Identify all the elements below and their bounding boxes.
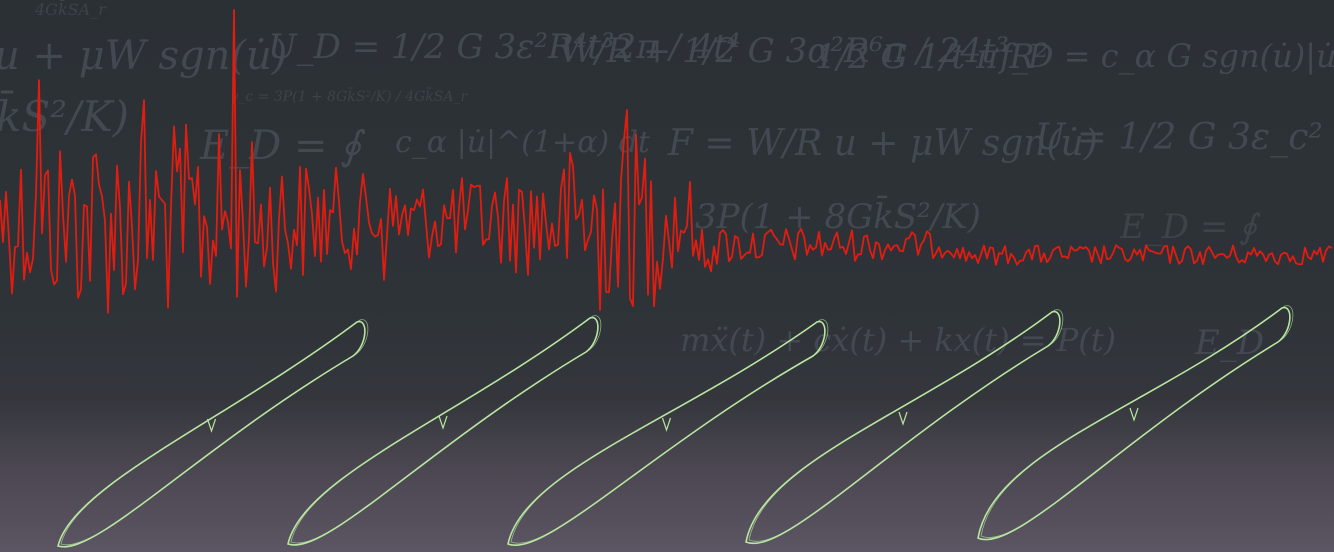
equation-text: 1/2 G 1/t π R² bbox=[815, 37, 1049, 77]
loop-notch bbox=[898, 411, 908, 426]
equation-text: u + μW sgn(u̇) bbox=[0, 33, 288, 79]
loop-notch bbox=[1129, 407, 1139, 422]
equation-text: E_D = ∮ bbox=[200, 123, 362, 169]
equation-text: mẍ(t) + cẋ(t) + kx(t) = P(t) bbox=[680, 321, 1117, 359]
seismic-signal-waveform bbox=[0, 9, 1333, 314]
equation-text: U = 1/2 G 3ε_c² R⁴t bbox=[1035, 117, 1334, 158]
hysteresis-loop bbox=[745, 311, 1061, 545]
equation-text: E_D = ∮ bbox=[1120, 207, 1257, 247]
equation-text: W/R + 1/2 G 3α²R⁶π / 24t³ bbox=[560, 31, 1010, 71]
hysteresis-loop-inner bbox=[290, 315, 602, 544]
hysteresis-loop bbox=[287, 317, 599, 546]
loop-notch bbox=[661, 417, 672, 432]
equation-text: U_D = 1/2 G 3ε²R⁴t³2π / 4t⁴ bbox=[268, 27, 741, 67]
hysteresis-loop bbox=[507, 321, 826, 546]
equation-text: 3P(1 + 8Gk̄S²/K) bbox=[695, 197, 981, 237]
equation-text: γ_c = 3P(1 + 8Gk̄S²/K) / 4Gk̄SA_r bbox=[230, 89, 468, 105]
loop-notch bbox=[438, 415, 448, 430]
hysteresis-loop-inner bbox=[60, 319, 369, 546]
equation-text: E_D bbox=[1195, 323, 1265, 363]
hysteresis-loop-inner bbox=[748, 309, 1064, 542]
equation-text: c_α |u̇|^(1+α) dt bbox=[395, 125, 650, 160]
equation-text: f_D = c_α G sgn(u̇)|u̇| bbox=[1000, 37, 1334, 75]
hysteresis-loops bbox=[57, 305, 1294, 548]
hysteresis-loop-inner bbox=[980, 305, 1294, 538]
equation-text: k̄S²/K) bbox=[0, 92, 129, 141]
loop-notch bbox=[206, 418, 217, 433]
equation-text: F = W/R u + μW sgn(u̇) bbox=[668, 123, 1098, 164]
equation-text: 4Gk̄SA_r bbox=[35, 0, 106, 19]
hysteresis-loop bbox=[57, 321, 366, 548]
hysteresis-loop-inner bbox=[510, 319, 829, 544]
hysteresis-loop bbox=[977, 307, 1291, 541]
